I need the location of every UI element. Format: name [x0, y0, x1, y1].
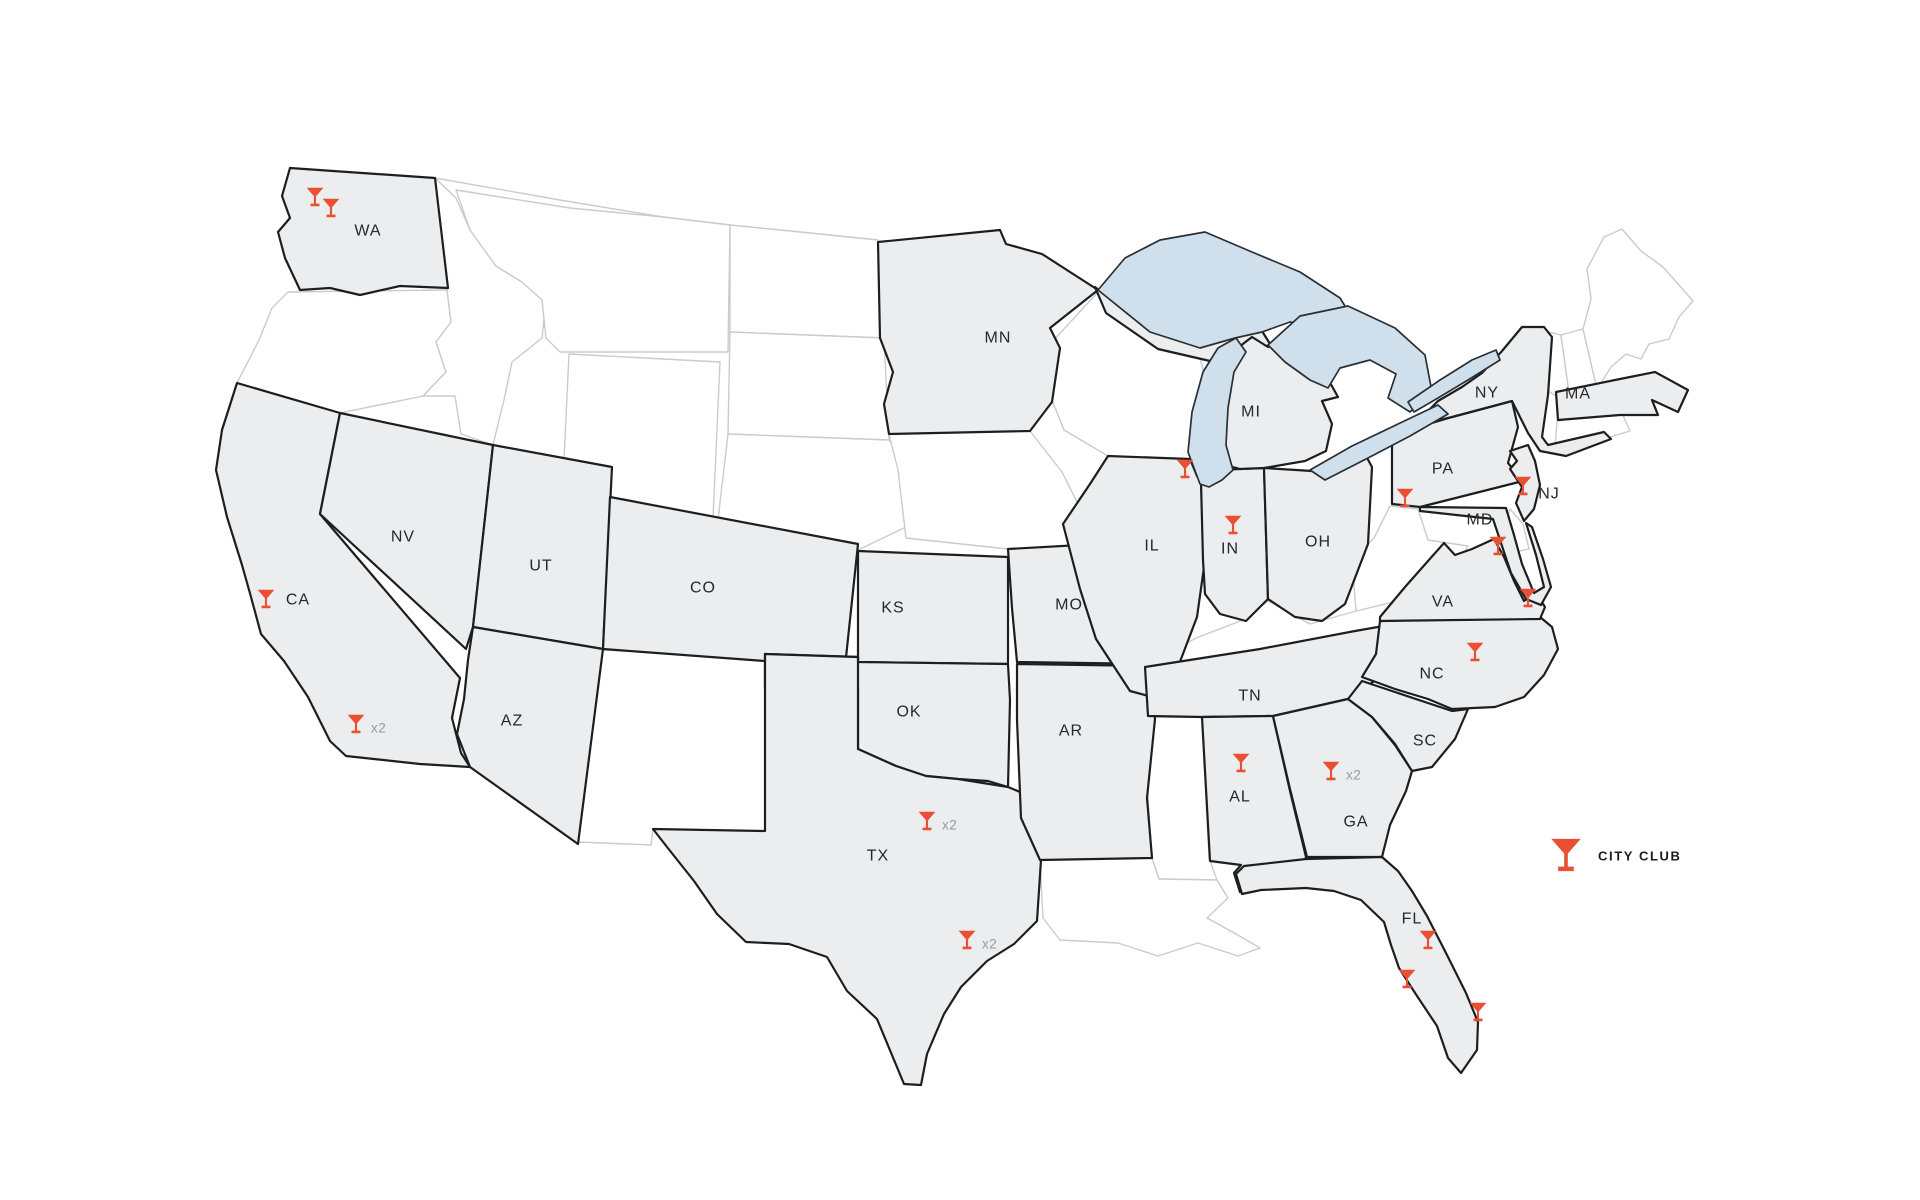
state-label-mi: MI	[1241, 404, 1261, 421]
state-label-ut: UT	[529, 558, 552, 575]
state-label-in: IN	[1221, 541, 1239, 558]
state-label-al: AL	[1229, 789, 1251, 806]
state-wa	[276, 166, 450, 297]
state-ar	[1015, 662, 1157, 862]
club-tx-south-marker[interactable]: x2	[958, 930, 998, 952]
state-nc	[1360, 615, 1560, 711]
state-label-ny: NY	[1475, 385, 1499, 402]
state-va	[1378, 537, 1547, 623]
state-label-mn: MN	[985, 330, 1012, 347]
state-me	[1582, 228, 1694, 390]
state-ca	[214, 381, 472, 769]
state-label-md: MD	[1467, 512, 1494, 529]
state-label-nj: NJ	[1538, 486, 1560, 503]
marker-count-badge: x2	[371, 721, 386, 736]
state-ny	[1410, 325, 1613, 458]
state-label-co: CO	[690, 580, 716, 597]
state-label-ks: KS	[881, 600, 904, 617]
state-az	[455, 625, 605, 846]
legend: CITY CLUB	[1551, 838, 1682, 872]
state-label-nc: NC	[1419, 666, 1444, 683]
state-label-mo: MO	[1055, 597, 1083, 614]
state-sc	[1346, 679, 1470, 773]
state-fl	[1234, 855, 1480, 1075]
state-label-ok: OK	[896, 704, 921, 721]
markers-layer: x2 x2 x2 x2	[257, 187, 1537, 1022]
state-label-nv: NV	[391, 529, 415, 546]
state-nv	[318, 411, 495, 651]
state-ut	[471, 443, 614, 651]
state-label-tn: TN	[1238, 688, 1261, 705]
state-sd	[727, 331, 890, 441]
lake-michigan	[1187, 337, 1247, 488]
club-ca-south-marker[interactable]: x2	[347, 714, 387, 736]
state-label-fl: FL	[1402, 911, 1423, 928]
lake-huron	[1267, 305, 1433, 413]
state-labels-layer: WA CA NV UT AZ CO KS OK TX MN MO AR IL IN OH MI TN AL GA FL…	[286, 223, 1591, 928]
state-nm	[577, 649, 766, 846]
plain-states-layer	[236, 177, 1694, 957]
state-ma	[1554, 370, 1690, 422]
state-label-sc: SC	[1413, 733, 1437, 750]
lake-erie	[1309, 404, 1449, 481]
legend-label: CITY CLUB	[1598, 849, 1682, 864]
state-la	[1039, 857, 1261, 957]
marker-count-badge: x2	[1346, 768, 1361, 783]
state-label-il: IL	[1144, 538, 1159, 555]
state-label-az: AZ	[501, 713, 523, 730]
state-mn	[876, 228, 1100, 436]
martini-glass-icon	[1551, 838, 1581, 872]
state-tx	[651, 652, 1043, 1087]
club-tx-north-marker[interactable]: x2	[918, 811, 958, 833]
state-label-ar: AR	[1059, 723, 1083, 740]
lakes-layer	[1097, 231, 1501, 488]
marker-count-badge: x2	[942, 818, 957, 833]
state-nd	[729, 224, 885, 339]
state-label-wa: WA	[354, 223, 381, 240]
lake-ontario	[1407, 349, 1501, 413]
state-label-ma: MA	[1565, 386, 1591, 403]
state-label-va: VA	[1432, 594, 1454, 611]
state-label-oh: OH	[1305, 534, 1331, 551]
state-label-ca: CA	[286, 592, 310, 609]
highlighted-states-layer	[214, 166, 1690, 1087]
state-label-ga: GA	[1343, 814, 1368, 831]
state-label-tx: TX	[867, 848, 889, 865]
state-label-pa: PA	[1432, 461, 1454, 478]
state-mt	[455, 189, 731, 353]
club-ga-marker[interactable]: x2	[1322, 761, 1362, 783]
marker-count-badge: x2	[982, 937, 997, 952]
